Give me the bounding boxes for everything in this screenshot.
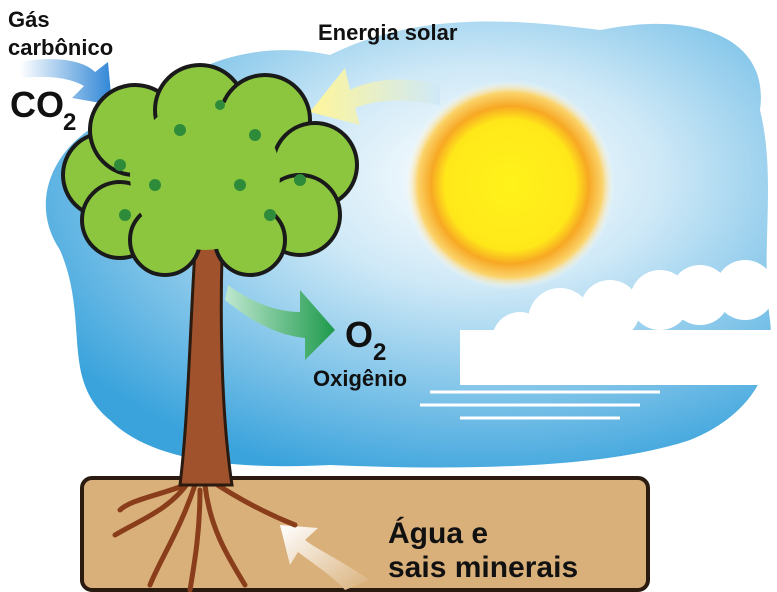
diagram: Gás carbônico CO 2 Energia solar O 2 Oxi… [0, 0, 777, 592]
solar-label: Energia solar [318, 20, 458, 45]
o2-formula: O [345, 314, 373, 355]
water-label: sais minerais [388, 551, 578, 584]
co2-formula: CO [10, 84, 64, 125]
water-label: Água e [388, 516, 488, 550]
co2-subscript: 2 [63, 109, 76, 136]
co2-name: Gás [8, 7, 50, 32]
o2-name: Oxigênio [313, 366, 407, 391]
sun [405, 80, 615, 290]
o2-subscript: 2 [373, 339, 386, 366]
co2-name: carbônico [8, 35, 113, 60]
